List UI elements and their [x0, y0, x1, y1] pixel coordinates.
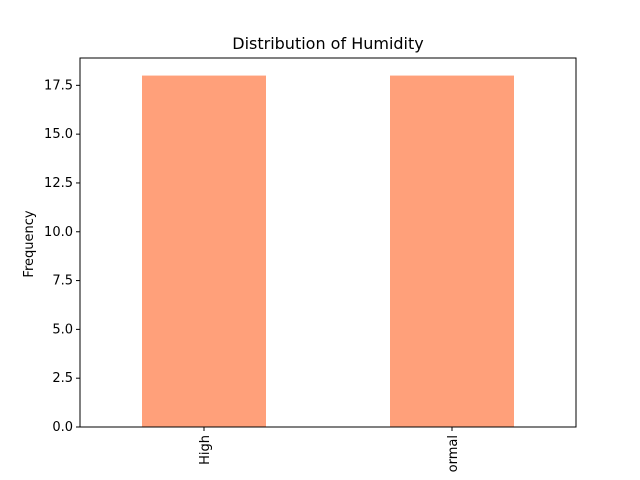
x-axis-ticks: High ormal [198, 427, 461, 472]
chart-title: Distribution of Humidity [232, 34, 423, 53]
y-tick-label: 5.0 [52, 322, 73, 337]
y-tick-label: 10.0 [44, 225, 73, 240]
plot-frame [79, 57, 577, 428]
y-tick-label: 12.5 [44, 176, 73, 191]
y-axis-label: Frequency [22, 210, 37, 277]
bar-high [142, 75, 266, 428]
x-tick-label: High [198, 435, 213, 465]
x-tick-label: ormal [446, 435, 461, 472]
y-tick-label: 0.0 [52, 420, 73, 435]
y-tick-label: 7.5 [52, 274, 73, 289]
y-axis-ticks: 0.0 2.5 5.0 7.5 10.0 12.5 15.0 17.5 [44, 78, 80, 435]
y-tick-label: 17.5 [44, 78, 73, 93]
bar-group [142, 75, 514, 428]
bar-ormal [390, 75, 514, 428]
y-tick-label: 15.0 [44, 127, 73, 142]
y-tick-label: 2.5 [52, 371, 73, 386]
